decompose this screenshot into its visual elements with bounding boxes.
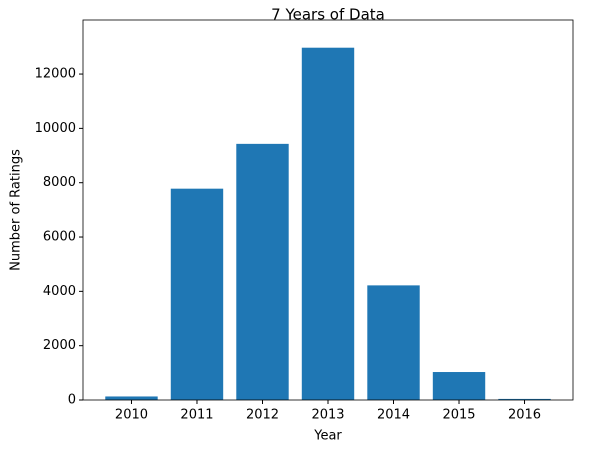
bar <box>301 47 355 400</box>
x-tick-label: 2015 <box>442 408 475 423</box>
x-tick-label: 2013 <box>311 408 344 423</box>
bar <box>367 285 420 400</box>
y-tick-label: 4000 <box>43 284 76 299</box>
bar <box>170 188 224 400</box>
x-tick-label: 2011 <box>180 408 213 423</box>
chart-title: 7 Years of Data <box>271 6 385 24</box>
y-tick-label: 8000 <box>43 175 76 190</box>
bar <box>105 396 158 400</box>
bar <box>236 143 289 400</box>
y-tick-label: 6000 <box>43 230 76 245</box>
bar <box>498 398 551 400</box>
x-tick-label: 2016 <box>508 408 541 423</box>
y-tick-label: 10000 <box>35 121 76 136</box>
x-tick-label: 2010 <box>115 408 148 423</box>
y-axis-label: Number of Ratings <box>9 149 24 271</box>
x-tick-label: 2014 <box>377 408 410 423</box>
bar <box>432 372 486 400</box>
y-tick-label: 0 <box>68 393 76 408</box>
x-tick-label: 2012 <box>246 408 279 423</box>
y-tick-label: 12000 <box>35 67 76 82</box>
y-tick-label: 2000 <box>43 338 76 353</box>
plot-frame <box>82 19 574 401</box>
x-axis-label: Year <box>313 429 342 444</box>
